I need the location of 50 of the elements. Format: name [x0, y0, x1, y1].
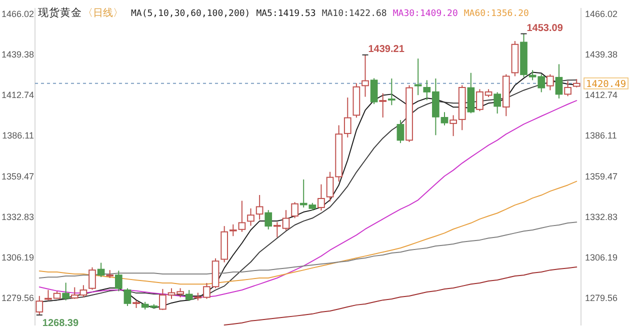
annotation: 1439.21 — [368, 44, 405, 55]
candlestick — [370, 78, 378, 105]
candlestick — [326, 171, 334, 202]
candlestick — [124, 288, 132, 307]
text: MA5:1419.53 — [256, 9, 316, 19]
annotation: 1268.39 — [42, 318, 79, 330]
text: MA60:1356.20 — [464, 9, 529, 19]
legend-title: MA(5,10,30,60,100,200) — [131, 9, 250, 19]
text: MA10:1422.68 — [322, 9, 387, 19]
y2-tick-label: 1466.02 — [585, 9, 618, 20]
chart-title: 现货黄金 — [38, 6, 82, 19]
candlestick — [388, 78, 396, 106]
text: MA30:1409.20 — [392, 9, 458, 19]
y-tick-label: 1439.38 — [1, 50, 34, 60]
candlestick — [97, 262, 105, 278]
y2-tick-label: 1306.19 — [585, 252, 618, 262]
y-tick-label: 1279.56 — [1, 293, 34, 303]
candlestick — [555, 64, 563, 99]
y-tick-label: 1386.11 — [2, 130, 34, 141]
candlestick — [88, 266, 96, 290]
candlestick — [396, 120, 404, 144]
annotation: 1453.09 — [526, 22, 564, 34]
y-tick-label: 1412.74 — [1, 90, 34, 100]
candlestick — [379, 92, 387, 118]
candlestick — [546, 74, 554, 91]
candlestick — [185, 290, 193, 302]
y-tick-label: 1332.83 — [1, 212, 34, 222]
y2-tick-label: 1279.56 — [585, 293, 618, 303]
y2-tick-label: 1386.11 — [585, 130, 617, 141]
candlestick — [256, 194, 264, 220]
candlestick — [247, 208, 254, 226]
y-tick-label: 1359.47 — [1, 171, 34, 182]
candlestick — [564, 80, 572, 97]
y2-tick-label: 1332.83 — [585, 212, 618, 222]
candlestick — [62, 282, 70, 301]
candlestick — [414, 58, 422, 96]
y2-tick-label: 1359.47 — [585, 171, 618, 182]
y-tick-label: 1466.02 — [1, 9, 34, 20]
y2-tick-label: 1439.38 — [585, 50, 618, 60]
y2-tick-label: 1412.74 — [585, 90, 618, 100]
candlestick — [362, 54, 369, 98]
line-series — [224, 266, 578, 326]
candlestick — [114, 270, 122, 292]
ref-line-label: 1420.49 — [586, 78, 626, 90]
candlestick — [264, 210, 272, 230]
y-tick-label: 1306.19 — [1, 252, 34, 262]
candlestick — [494, 92, 502, 114]
chart-subtitle: 〈日线〉 — [83, 7, 123, 19]
candlestick — [291, 202, 298, 219]
candlestick — [318, 184, 325, 212]
